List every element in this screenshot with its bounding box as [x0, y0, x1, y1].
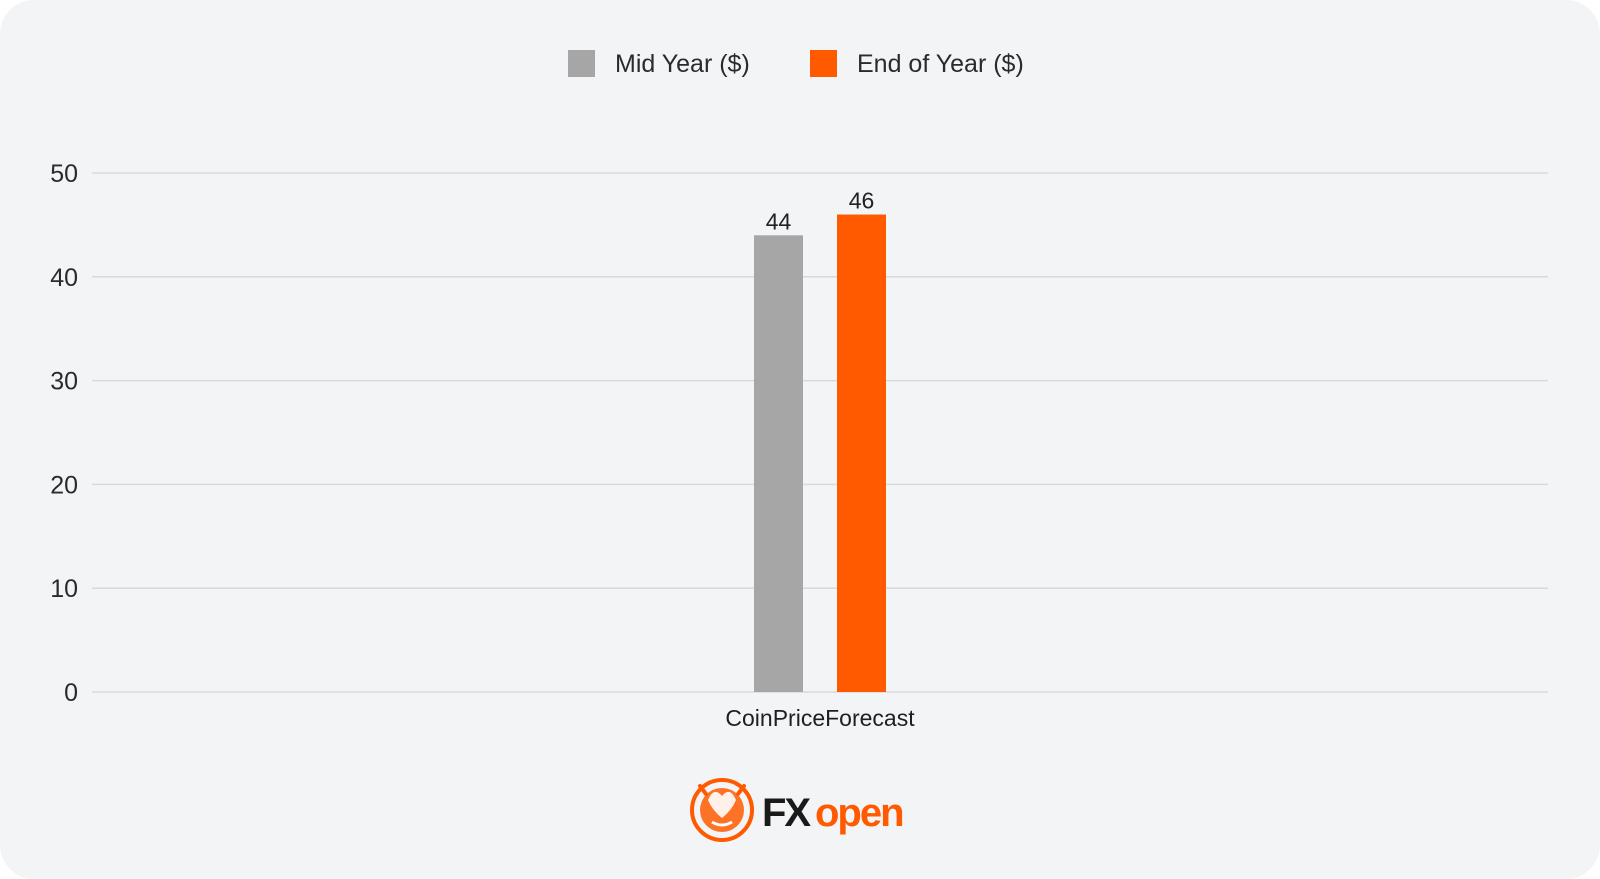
x-category-label: CoinPriceForecast — [725, 705, 915, 731]
bull-bear-logo-icon — [690, 778, 754, 842]
chart-legend: Mid Year ($) End of Year ($) — [568, 50, 1024, 78]
y-tick-label: 30 — [50, 368, 78, 396]
logo-text-fx: FX — [762, 791, 811, 835]
bar-mid-year — [754, 235, 803, 692]
y-tick-label: 40 — [50, 264, 78, 292]
y-tick-label: 0 — [64, 679, 78, 707]
y-axis-ticks: 0 10 20 30 40 50 — [50, 160, 78, 707]
fxopen-logo: FX open — [690, 778, 905, 842]
y-tick-label: 10 — [50, 575, 78, 603]
bar-end-of-year — [837, 214, 886, 692]
data-label: 44 — [766, 208, 792, 234]
data-label: 46 — [849, 188, 875, 214]
legend-label: End of Year ($) — [857, 50, 1024, 78]
bars: 44 46 — [754, 188, 886, 692]
y-tick-label: 20 — [50, 471, 78, 499]
legend-swatch — [810, 50, 837, 77]
gridlines — [92, 172, 1548, 693]
legend-label: Mid Year ($) — [615, 50, 750, 78]
x-axis-labels: CoinPriceForecast — [725, 705, 915, 731]
legend-swatch — [568, 50, 595, 77]
logo-text-open: open — [815, 791, 903, 835]
y-tick-label: 50 — [50, 160, 78, 188]
